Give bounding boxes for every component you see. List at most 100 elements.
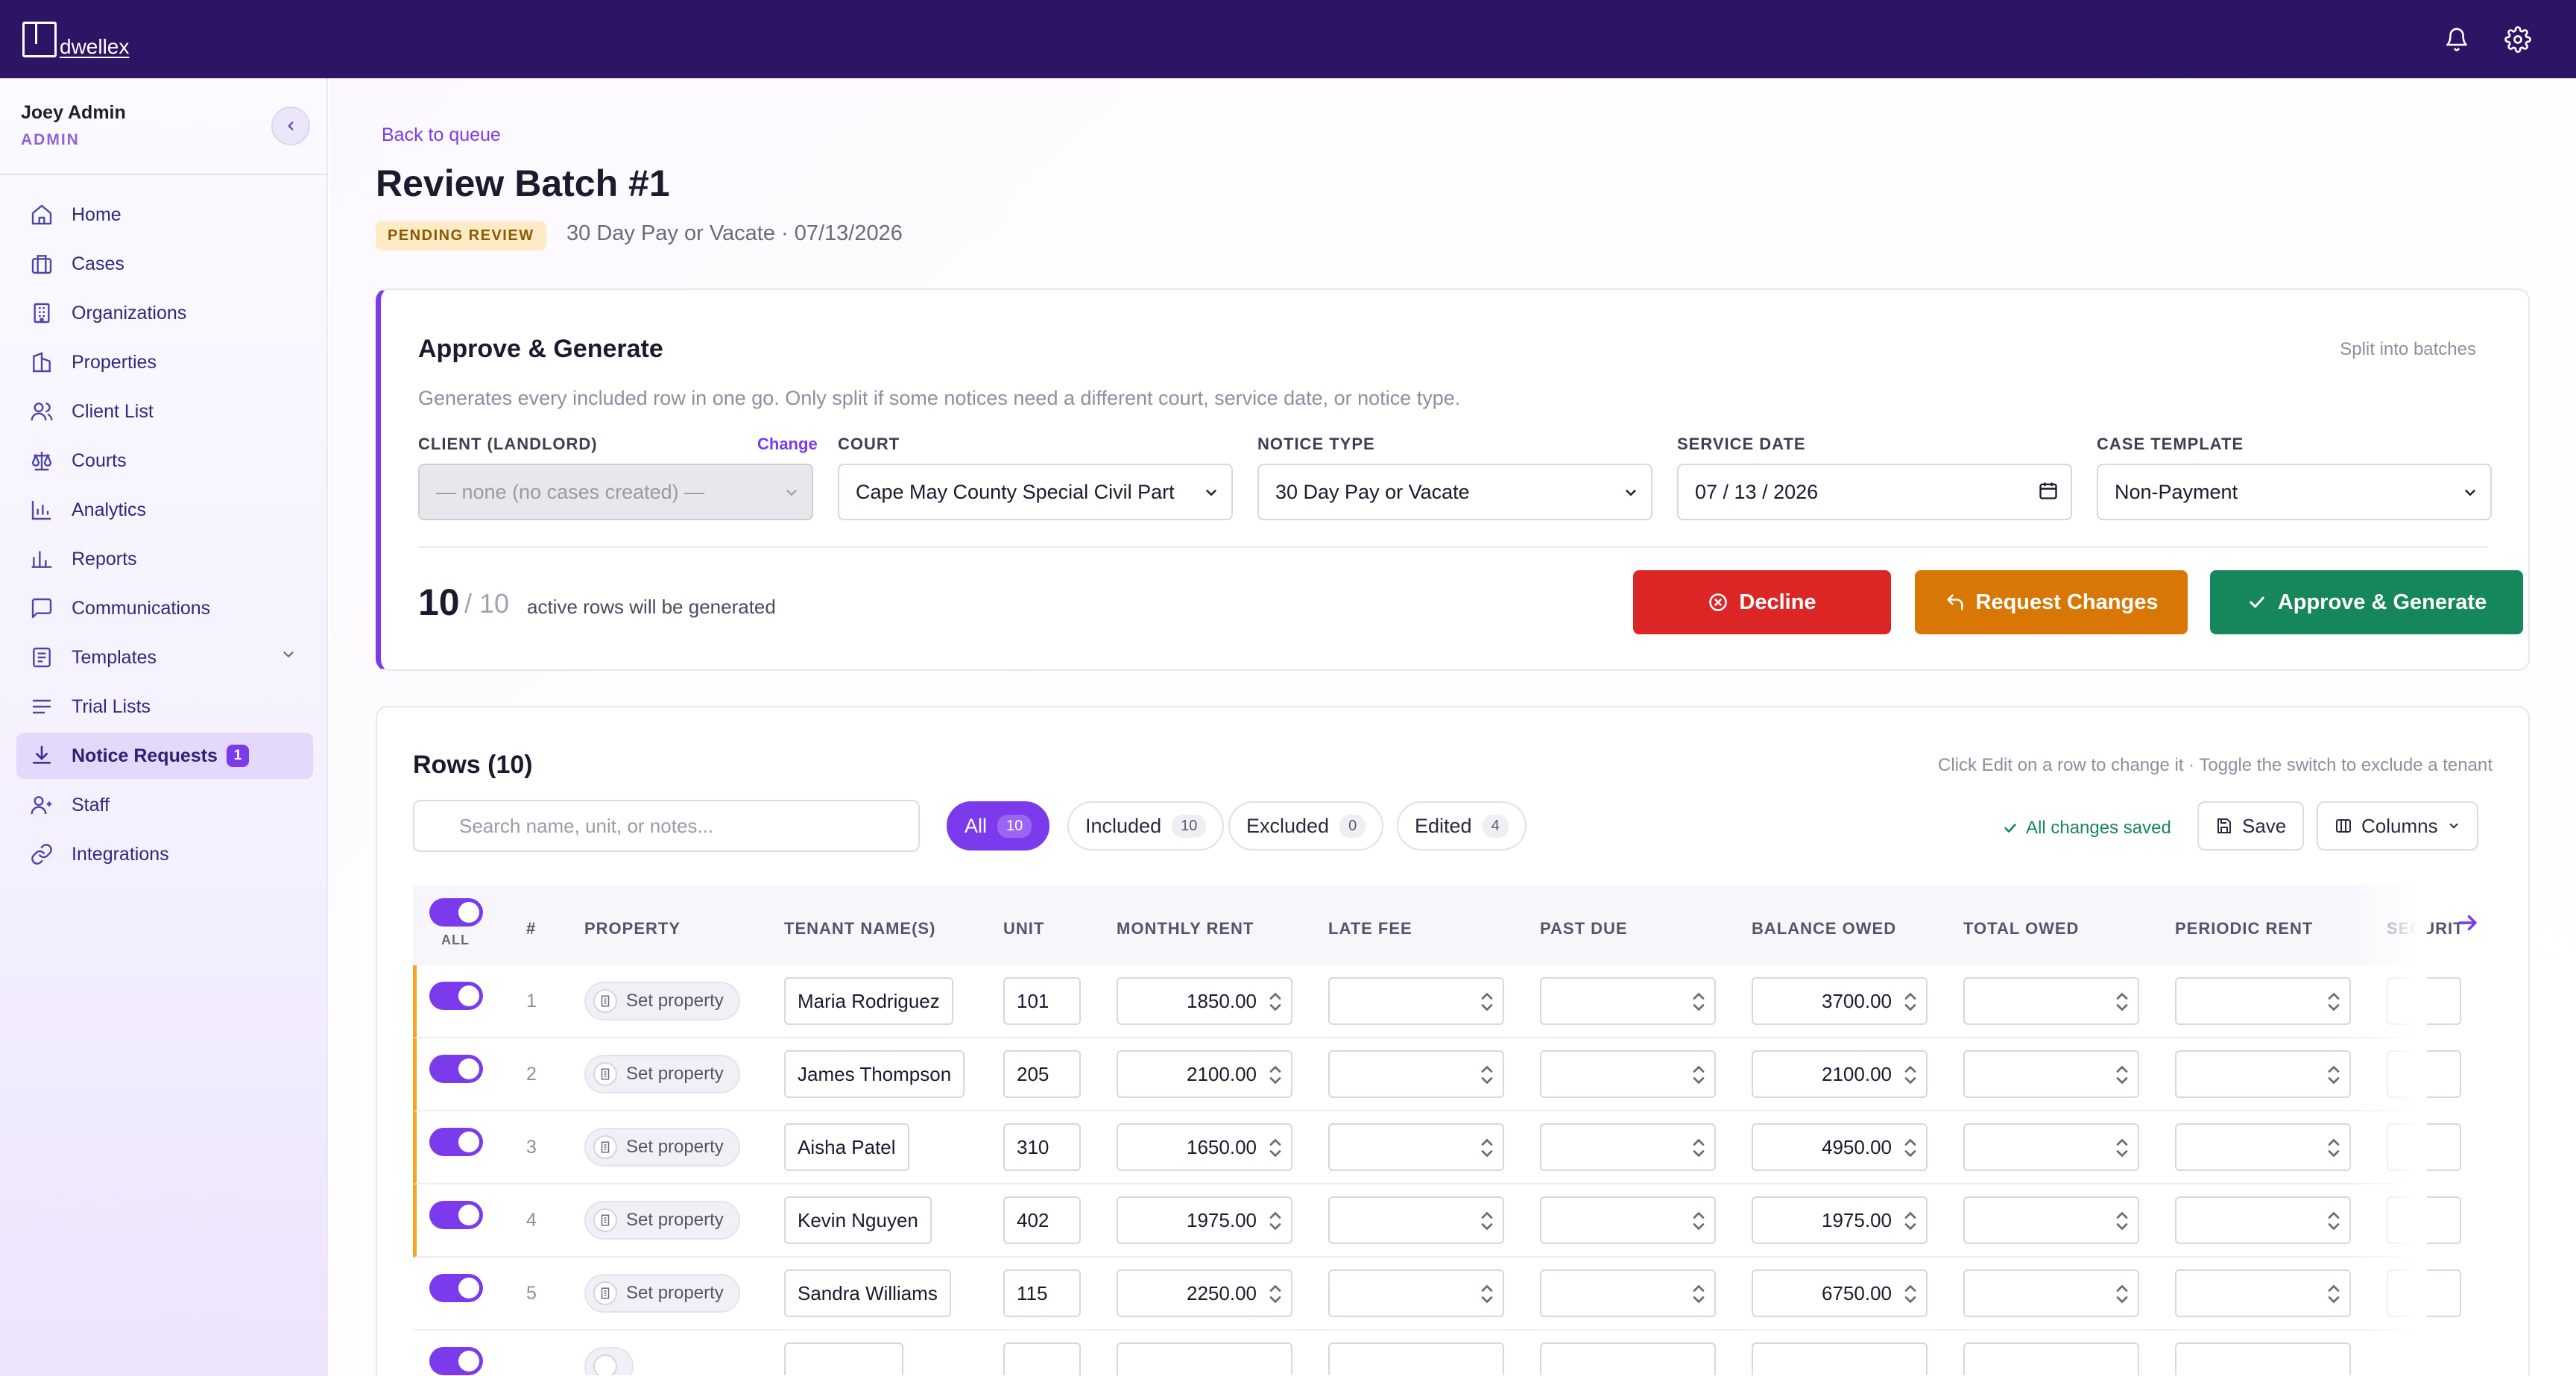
monthly-rent-input[interactable]: 1850.00: [1117, 977, 1292, 1025]
unit-input[interactable]: 115: [1003, 1269, 1081, 1317]
balance-owed-input[interactable]: 2100.00: [1752, 1050, 1928, 1098]
spinner-icon[interactable]: [1269, 1210, 1282, 1232]
request-changes-button[interactable]: Request Changes: [1915, 570, 2188, 634]
total-owed-input[interactable]: [1963, 977, 2139, 1025]
back-to-queue-link[interactable]: Back to queue: [382, 124, 501, 145]
include-row-switch[interactable]: [429, 1055, 483, 1083]
filter-chip-excluded[interactable]: Excluded 0: [1228, 801, 1384, 850]
set-property-button[interactable]: Set property: [584, 982, 740, 1020]
balance-owed-input[interactable]: [1752, 1342, 1928, 1375]
sidebar-item-courts[interactable]: Courts: [16, 438, 313, 484]
unit-input[interactable]: 101: [1003, 977, 1081, 1025]
spinner-icon[interactable]: [2115, 1137, 2129, 1159]
spinner-icon[interactable]: [1904, 1064, 1917, 1086]
monthly-rent-input[interactable]: 1975.00: [1117, 1196, 1292, 1244]
sidebar-item-reports[interactable]: Reports: [16, 536, 313, 582]
filter-chip-included[interactable]: Included 10: [1067, 801, 1225, 850]
arrow-right-icon[interactable]: [2455, 910, 2481, 939]
calendar-icon[interactable]: [2038, 480, 2059, 506]
column-header-late-fee[interactable]: LATE FEE: [1328, 919, 1412, 938]
total-owed-input[interactable]: [1963, 1196, 2139, 1244]
spinner-icon[interactable]: [1480, 1137, 1494, 1159]
spinner-icon[interactable]: [2115, 1283, 2129, 1305]
unit-input[interactable]: [1003, 1342, 1081, 1375]
set-property-button[interactable]: Set property: [584, 1274, 740, 1313]
spinner-icon[interactable]: [1692, 991, 1705, 1013]
column-header-periodic-rent[interactable]: PERIODIC RENT: [2175, 919, 2314, 938]
total-owed-input[interactable]: [1963, 1342, 2139, 1375]
include-row-switch[interactable]: [429, 1128, 483, 1156]
periodic-rent-input[interactable]: [2175, 1269, 2351, 1317]
column-header-total-owed[interactable]: TOTAL OWED: [1963, 919, 2080, 938]
chevron-down-icon[interactable]: [280, 646, 297, 666]
approve-generate-button[interactable]: Approve & Generate: [2210, 570, 2523, 634]
sidebar-item-templates[interactable]: Templates: [16, 634, 313, 681]
set-property-button[interactable]: [584, 1347, 634, 1375]
past-due-input[interactable]: [1540, 1269, 1716, 1317]
bell-icon[interactable]: [2442, 25, 2472, 54]
past-due-input[interactable]: [1540, 1123, 1716, 1171]
late-fee-input[interactable]: [1328, 1050, 1504, 1098]
search-input[interactable]: [413, 800, 920, 852]
spinner-icon[interactable]: [1269, 1064, 1282, 1086]
unit-input[interactable]: 205: [1003, 1050, 1081, 1098]
sidebar-item-staff[interactable]: Staff: [16, 782, 313, 828]
spinner-icon[interactable]: [1269, 1137, 1282, 1159]
column-header-tenant[interactable]: TENANT NAME(S): [784, 919, 936, 938]
security-input[interactable]: [2387, 1050, 2461, 1098]
spinner-icon[interactable]: [1904, 991, 1917, 1013]
change-client-link[interactable]: Change: [757, 435, 818, 453]
past-due-input[interactable]: [1540, 1196, 1716, 1244]
spinner-icon[interactable]: [1269, 1283, 1282, 1305]
set-property-button[interactable]: Set property: [584, 1055, 740, 1093]
spinner-icon[interactable]: [2115, 1210, 2129, 1232]
tenant-name-input[interactable]: Sandra Williams: [784, 1269, 951, 1317]
sidebar-item-client-list[interactable]: Client List: [16, 388, 313, 435]
tenant-name-input[interactable]: Kevin Nguyen: [784, 1196, 932, 1244]
total-owed-input[interactable]: [1963, 1123, 2139, 1171]
balance-owed-input[interactable]: 4950.00: [1752, 1123, 1928, 1171]
sidebar-item-notice-requests[interactable]: Notice Requests 1: [16, 733, 313, 779]
monthly-rent-input[interactable]: 2250.00: [1117, 1269, 1292, 1317]
column-header-unit[interactable]: UNIT: [1003, 919, 1045, 938]
periodic-rent-input[interactable]: [2175, 1196, 2351, 1244]
columns-button[interactable]: Columns: [2317, 801, 2478, 850]
include-row-switch[interactable]: [429, 982, 483, 1010]
tenant-name-input[interactable]: [784, 1342, 903, 1375]
periodic-rent-input[interactable]: [2175, 1123, 2351, 1171]
unit-input[interactable]: 402: [1003, 1196, 1081, 1244]
column-header-security[interactable]: SECURIT: [2387, 919, 2464, 938]
set-property-button[interactable]: Set property: [584, 1128, 740, 1167]
security-input[interactable]: [2387, 1196, 2461, 1244]
security-input[interactable]: [2387, 977, 2461, 1025]
tenant-name-input[interactable]: Maria Rodriguez: [784, 977, 953, 1025]
late-fee-input[interactable]: [1328, 1269, 1504, 1317]
column-header-past-due[interactable]: PAST DUE: [1540, 919, 1628, 938]
sidebar-item-properties[interactable]: Properties: [16, 339, 313, 385]
column-header-balance-owed[interactable]: BALANCE OWED: [1752, 919, 1897, 938]
past-due-input[interactable]: [1540, 977, 1716, 1025]
court-select[interactable]: Cape May County Special Civil Part: [838, 464, 1233, 520]
periodic-rent-input[interactable]: [2175, 1050, 2351, 1098]
spinner-icon[interactable]: [1480, 991, 1494, 1013]
toggle-all-switch[interactable]: [429, 898, 483, 927]
late-fee-input[interactable]: [1328, 1342, 1504, 1375]
collapse-sidebar-button[interactable]: [271, 107, 310, 145]
sidebar-item-organizations[interactable]: Organizations: [16, 290, 313, 336]
include-row-switch[interactable]: [429, 1347, 483, 1375]
spinner-icon[interactable]: [1904, 1283, 1917, 1305]
security-input[interactable]: [2387, 1123, 2461, 1171]
periodic-rent-input[interactable]: [2175, 977, 2351, 1025]
total-owed-input[interactable]: [1963, 1050, 2139, 1098]
spinner-icon[interactable]: [1480, 1064, 1494, 1086]
spinner-icon[interactable]: [2327, 1137, 2340, 1159]
spinner-icon[interactable]: [2327, 1064, 2340, 1086]
notice-type-select[interactable]: 30 Day Pay or Vacate: [1257, 464, 1652, 520]
past-due-input[interactable]: [1540, 1050, 1716, 1098]
column-header-property[interactable]: PROPERTY: [584, 919, 681, 938]
include-row-switch[interactable]: [429, 1201, 483, 1229]
service-date-input[interactable]: 07 / 13 / 2026: [1677, 464, 2072, 520]
sidebar-item-analytics[interactable]: Analytics: [16, 487, 313, 533]
spinner-icon[interactable]: [1692, 1210, 1705, 1232]
spinner-icon[interactable]: [1692, 1283, 1705, 1305]
